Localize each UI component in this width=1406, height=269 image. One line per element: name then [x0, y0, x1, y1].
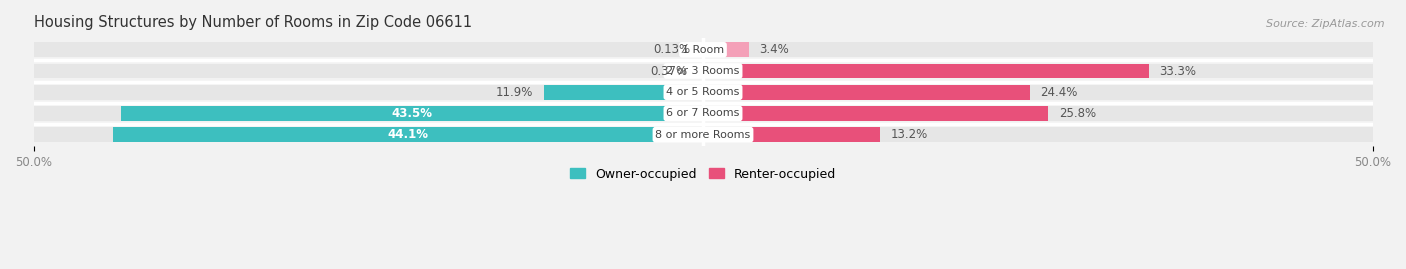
Text: 0.13%: 0.13% [654, 43, 690, 56]
Bar [34, 127, 1372, 142]
Text: Source: ZipAtlas.com: Source: ZipAtlas.com [1267, 19, 1385, 29]
Text: Housing Structures by Number of Rooms in Zip Code 06611: Housing Structures by Number of Rooms in… [34, 15, 471, 30]
Text: 0.37%: 0.37% [650, 65, 688, 77]
Bar [697, 63, 703, 79]
Bar [703, 106, 1049, 121]
Bar [34, 42, 1372, 57]
Text: 33.3%: 33.3% [1160, 65, 1197, 77]
Bar [34, 63, 1372, 79]
Bar [703, 85, 1029, 100]
Bar [121, 106, 703, 121]
Bar [34, 85, 1372, 100]
Text: 25.8%: 25.8% [1059, 107, 1097, 120]
Text: 2 or 3 Rooms: 2 or 3 Rooms [666, 66, 740, 76]
Text: 6 or 7 Rooms: 6 or 7 Rooms [666, 108, 740, 118]
Text: 43.5%: 43.5% [391, 107, 432, 120]
Bar [544, 85, 703, 100]
Text: 13.2%: 13.2% [890, 128, 928, 141]
Text: 1 Room: 1 Room [682, 45, 724, 55]
Text: 4 or 5 Rooms: 4 or 5 Rooms [666, 87, 740, 97]
Legend: Owner-occupied, Renter-occupied: Owner-occupied, Renter-occupied [565, 162, 841, 186]
Text: 11.9%: 11.9% [495, 86, 533, 99]
Text: 44.1%: 44.1% [387, 128, 429, 141]
Bar [702, 42, 703, 57]
Text: 3.4%: 3.4% [759, 43, 789, 56]
Bar [112, 127, 703, 142]
Bar [703, 127, 880, 142]
Bar [703, 42, 748, 57]
Text: 24.4%: 24.4% [1040, 86, 1078, 99]
Text: 8 or more Rooms: 8 or more Rooms [655, 130, 751, 140]
Bar [703, 63, 1149, 79]
Bar [34, 106, 1372, 121]
